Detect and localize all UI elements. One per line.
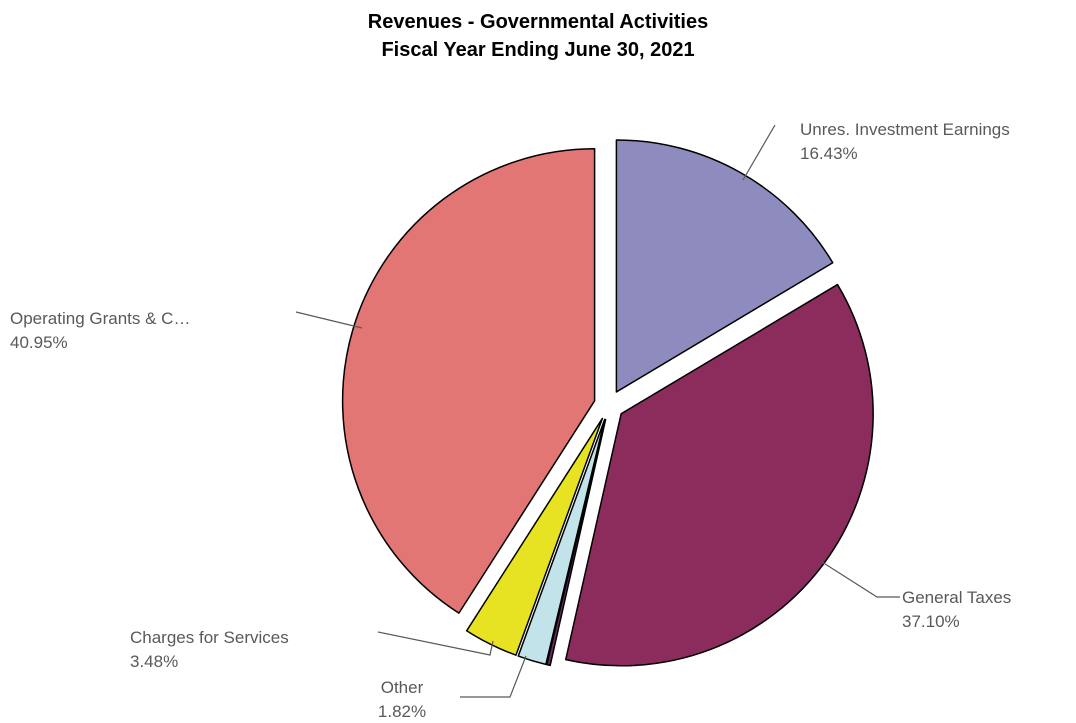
slice-value-5: 40.95%	[10, 333, 68, 352]
slice-value-4: 3.48%	[130, 652, 178, 671]
slice-label-3: Other 1.82%	[378, 678, 426, 721]
slice-label-0: Unres. Investment Earnings 16.43%	[800, 120, 1010, 163]
slice-label-1: General Taxes 37.10%	[902, 588, 1011, 631]
pie-slices	[341, 139, 874, 667]
slice-label-4: Charges for Services 3.48%	[130, 628, 289, 671]
slice-label-5: Operating Grants & C… 40.95%	[10, 309, 190, 352]
chart-subtitle-line: Fiscal Year Ending June 30, 2021	[381, 39, 695, 61]
leader-line-1	[821, 561, 900, 598]
chart-title-line: Revenues - Governmental Activities	[367, 11, 709, 33]
slice-value-1: 37.10%	[902, 612, 960, 631]
slice-value-3: 1.82%	[378, 702, 426, 721]
pie-slice-5	[341, 148, 596, 614]
pie-slice-3	[517, 418, 606, 666]
pie-slice-0	[615, 139, 834, 393]
leader-line-4	[377, 631, 494, 656]
slice-name-0: Unres. Investment Earnings	[800, 120, 1010, 139]
pie-slice-1	[564, 283, 874, 667]
slice-name-3: Other	[381, 678, 424, 697]
slice-name-1: General Taxes	[902, 588, 1011, 607]
slice-value-0: 16.43%	[800, 144, 858, 163]
leader-line-0	[742, 124, 776, 181]
slice-name-5: Operating Grants & C…	[10, 309, 190, 328]
leader-lines	[295, 124, 900, 698]
slice-labels: Unres. Investment Earnings 16.43% General …	[10, 120, 1011, 721]
pie-slice-4	[465, 417, 604, 656]
pie-slice-2	[546, 418, 607, 667]
chart-title: Revenues - Governmental Activities Fisca…	[0, 8, 1076, 64]
leader-line-3	[460, 655, 527, 698]
leader-line-5	[295, 311, 363, 329]
slice-name-4: Charges for Services	[130, 628, 289, 647]
